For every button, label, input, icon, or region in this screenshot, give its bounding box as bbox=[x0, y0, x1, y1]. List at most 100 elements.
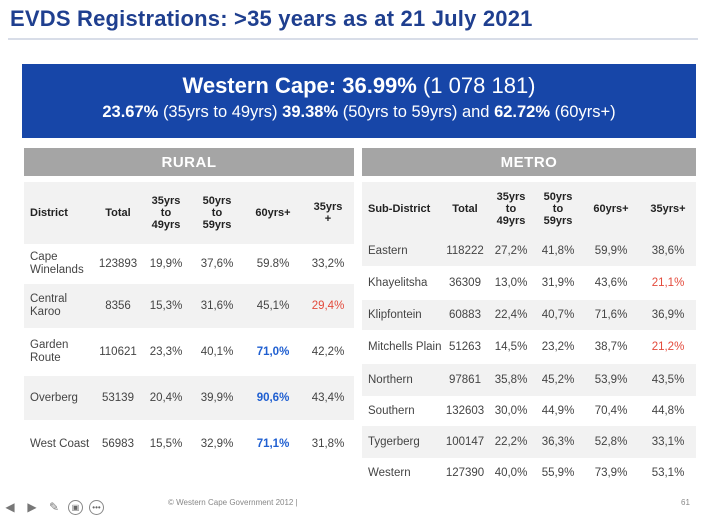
sub-district-name: Western bbox=[362, 458, 442, 488]
cell-60plus: 73,9% bbox=[582, 458, 640, 488]
table-row: Southern 132603 30,0% 44,9% 70,4% 44,8% bbox=[362, 396, 696, 426]
cell-35plus: 53,1% bbox=[640, 458, 696, 488]
cell-total: 127390 bbox=[442, 458, 488, 488]
cell-60plus: 59,9% bbox=[582, 236, 640, 266]
col-header-35plus: 35yrs + bbox=[302, 182, 354, 244]
district-name: Cape Winelands bbox=[24, 244, 94, 284]
district-name: Overberg bbox=[24, 376, 94, 420]
cell-35plus: 43,5% bbox=[640, 364, 696, 396]
cell-50-59: 41,8% bbox=[534, 236, 582, 266]
cell-35plus: 42,2% bbox=[302, 328, 354, 376]
banner-province: Western Cape: bbox=[182, 73, 337, 98]
banner-count: (1 078 181) bbox=[422, 73, 536, 98]
cell-50-59: 31,9% bbox=[534, 266, 582, 300]
cell-35-49: 22,2% bbox=[488, 426, 534, 458]
cell-35-49: 13,0% bbox=[488, 266, 534, 300]
cell-35-49: 15,5% bbox=[142, 420, 190, 468]
rural-table: RURAL District Total 35yrs to 49yrs 50yr… bbox=[24, 148, 354, 468]
cell-35plus: 38,6% bbox=[640, 236, 696, 266]
cell-total: 56983 bbox=[94, 420, 142, 468]
cell-total: 100147 bbox=[442, 426, 488, 458]
banner-group2-label: (50yrs to 59yrs) bbox=[342, 103, 458, 121]
table-row: Mitchells Plain 51263 14,5% 23,2% 38,7% … bbox=[362, 330, 696, 364]
cell-35plus: 33,1% bbox=[640, 426, 696, 458]
table-row: Klipfontein 60883 22,4% 40,7% 71,6% 36,9… bbox=[362, 300, 696, 330]
district-name: Garden Route bbox=[24, 328, 94, 376]
cell-35plus: 21,1% bbox=[640, 266, 696, 300]
cell-60plus: 53,9% bbox=[582, 364, 640, 396]
banner-group1-pct: 23.67% bbox=[102, 103, 159, 121]
slides-icon[interactable]: ▣ bbox=[68, 499, 83, 515]
cell-50-59: 40,1% bbox=[190, 328, 244, 376]
col-header-60plus: 60yrs+ bbox=[582, 182, 640, 236]
summary-banner: Western Cape: 36.99% (1 078 181) 23.67% … bbox=[22, 64, 696, 138]
col-header-total: Total bbox=[442, 182, 488, 236]
table-row: Northern 97861 35,8% 45,2% 53,9% 43,5% bbox=[362, 364, 696, 396]
cell-35plus: 21,2% bbox=[640, 330, 696, 364]
more-icon[interactable]: ••• bbox=[89, 499, 104, 515]
cell-total: 132603 bbox=[442, 396, 488, 426]
col-header-50-59: 50yrs to 59yrs bbox=[534, 182, 582, 236]
cell-60plus: 59.8% bbox=[244, 244, 302, 284]
arrow-right-icon[interactable]: ▶ bbox=[27, 500, 37, 514]
table-row: Tygerberg 100147 22,2% 36,3% 52,8% 33,1% bbox=[362, 426, 696, 458]
cell-total: 60883 bbox=[442, 300, 488, 330]
col-header-sub-district: Sub-District bbox=[362, 182, 442, 236]
cell-total: 123893 bbox=[94, 244, 142, 284]
cell-50-59: 36,3% bbox=[534, 426, 582, 458]
cell-50-59: 55,9% bbox=[534, 458, 582, 488]
sub-district-name: Southern bbox=[362, 396, 442, 426]
footer-copyright: © Western Cape Government 2012 | bbox=[168, 498, 298, 507]
banner-group3-label: (60yrs+) bbox=[554, 103, 616, 121]
table-row: Khayelitsha 36309 13,0% 31,9% 43,6% 21,1… bbox=[362, 266, 696, 300]
table-row: West Coast 56983 15,5% 32,9% 71,1% 31,8% bbox=[24, 420, 354, 468]
slideshow-toolbar: ◀ ▶ ✎ ▣ ••• bbox=[2, 498, 104, 516]
cell-35plus: 44,8% bbox=[640, 396, 696, 426]
banner-line-2: 23.67% (35yrs to 49yrs) 39.38% (50yrs to… bbox=[22, 103, 696, 122]
cell-60plus: 52,8% bbox=[582, 426, 640, 458]
cell-50-59: 23,2% bbox=[534, 330, 582, 364]
table-row: Overberg 53139 20,4% 39,9% 90,6% 43,4% bbox=[24, 376, 354, 420]
cell-35plus: 43,4% bbox=[302, 376, 354, 420]
cell-50-59: 45,2% bbox=[534, 364, 582, 396]
title-divider bbox=[8, 38, 698, 40]
cell-50-59: 39,9% bbox=[190, 376, 244, 420]
cell-60plus: 70,4% bbox=[582, 396, 640, 426]
cell-35-49: 14,5% bbox=[488, 330, 534, 364]
cell-35-49: 30,0% bbox=[488, 396, 534, 426]
cell-60plus: 71,0% bbox=[244, 328, 302, 376]
col-header-35plus: 35yrs+ bbox=[640, 182, 696, 236]
banner-group2-pct: 39.38% bbox=[282, 103, 339, 121]
cell-35-49: 35,8% bbox=[488, 364, 534, 396]
cell-35-49: 19,9% bbox=[142, 244, 190, 284]
cell-total: 36309 bbox=[442, 266, 488, 300]
sub-district-name: Tygerberg bbox=[362, 426, 442, 458]
col-header-district: District bbox=[24, 182, 94, 244]
cell-60plus: 38,7% bbox=[582, 330, 640, 364]
cell-50-59: 40,7% bbox=[534, 300, 582, 330]
cell-35-49: 40,0% bbox=[488, 458, 534, 488]
arrow-left-icon[interactable]: ◀ bbox=[5, 500, 15, 514]
cell-total: 8356 bbox=[94, 284, 142, 328]
cell-total: 118222 bbox=[442, 236, 488, 266]
sub-district-name: Khayelitsha bbox=[362, 266, 442, 300]
col-header-50-59: 50yrs to 59yrs bbox=[190, 182, 244, 244]
cell-60plus: 71,1% bbox=[244, 420, 302, 468]
cell-35-49: 15,3% bbox=[142, 284, 190, 328]
cell-60plus: 71,6% bbox=[582, 300, 640, 330]
pen-icon[interactable]: ✎ bbox=[48, 500, 60, 514]
banner-line-1: Western Cape: 36.99% (1 078 181) bbox=[22, 73, 696, 99]
sub-district-name: Klipfontein bbox=[362, 300, 442, 330]
col-header-60plus: 60yrs+ bbox=[244, 182, 302, 244]
cell-35plus: 33,2% bbox=[302, 244, 354, 284]
banner-percentage: 36.99% bbox=[342, 73, 417, 98]
sub-district-name: Mitchells Plain bbox=[362, 330, 442, 364]
table-row: Garden Route 110621 23,3% 40,1% 71,0% 42… bbox=[24, 328, 354, 376]
page-title: EVDS Registrations: >35 years as at 21 J… bbox=[10, 6, 533, 31]
district-name: West Coast bbox=[24, 420, 94, 468]
table-row: Central Karoo 8356 15,3% 31,6% 45,1% 29,… bbox=[24, 284, 354, 328]
cell-60plus: 45,1% bbox=[244, 284, 302, 328]
col-header-35-49: 35yrs to 49yrs bbox=[142, 182, 190, 244]
cell-50-59: 32,9% bbox=[190, 420, 244, 468]
table-row: Eastern 118222 27,2% 41,8% 59,9% 38,6% bbox=[362, 236, 696, 266]
